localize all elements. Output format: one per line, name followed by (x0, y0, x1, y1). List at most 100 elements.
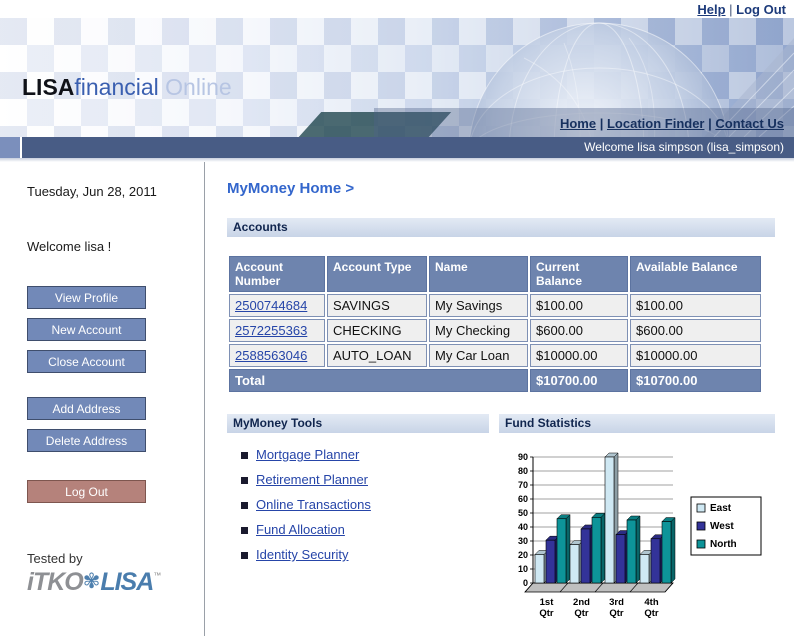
svg-text:West: West (710, 521, 734, 532)
view-profile-button[interactable]: View Profile (27, 286, 146, 309)
current-date: Tuesday, Jun 28, 2011 (27, 184, 157, 199)
main-content: MyMoney Home > Accounts Account Number A… (205, 162, 794, 636)
svg-text:North: North (710, 539, 737, 550)
fund-statistics-section-header: Fund Statistics (499, 414, 775, 433)
nav-location-finder[interactable]: Location Finder (606, 116, 705, 131)
svg-text:40: 40 (518, 522, 528, 532)
divider (0, 158, 794, 162)
banner: LISAfinancial Online Home | Location Fin… (0, 18, 794, 137)
welcome-user-text: Welcome lisa simpson (lisa_simpson) (22, 137, 794, 158)
list-item: Fund Allocation (241, 522, 489, 537)
bullet-icon (241, 452, 248, 459)
separator: | (729, 2, 733, 17)
bullet-icon (241, 477, 248, 484)
available-balance-cell: $100.00 (630, 294, 761, 317)
nav-home[interactable]: Home (559, 116, 597, 131)
logo-lisa: LISA (22, 74, 75, 100)
svg-text:Qtr: Qtr (644, 608, 659, 619)
svg-text:60: 60 (518, 494, 528, 504)
svg-text:Qtr: Qtr (609, 608, 624, 619)
logout-button[interactable]: Log Out (27, 480, 146, 503)
account-number-link[interactable]: 2500744684 (235, 298, 308, 313)
bullet-icon (241, 552, 248, 559)
itko-lisa-logo: iTKO✾LISA™ (27, 568, 204, 597)
col-account-number: Account Number (229, 256, 325, 292)
current-balance-cell: $100.00 (530, 294, 628, 317)
list-item: Retirement Planner (241, 472, 489, 487)
logout-link[interactable]: Log Out (736, 2, 786, 17)
list-item: Mortgage Planner (241, 447, 489, 462)
table-header-row: Account Number Account Type Name Current… (229, 256, 761, 292)
globe-image (469, 22, 794, 137)
total-label-cell: Total (229, 369, 528, 392)
svg-text:80: 80 (518, 466, 528, 476)
welcome-message: Welcome lisa ! (27, 239, 112, 254)
help-link[interactable]: Help (697, 2, 726, 17)
separator: | (708, 116, 712, 131)
svg-text:50: 50 (518, 508, 528, 518)
svg-text:70: 70 (518, 480, 528, 490)
nav-contact-us[interactable]: Contact Us (715, 116, 784, 131)
svg-text:East: East (710, 503, 732, 514)
fund-allocation-link[interactable]: Fund Allocation (256, 522, 345, 537)
table-row: 2572255363 CHECKING My Checking $600.00 … (229, 319, 761, 342)
top-bar: Help | Log Out (0, 0, 794, 18)
tested-by-label: Tested by (27, 551, 83, 566)
app-logo: LISAfinancial Online (22, 74, 232, 101)
trademark-symbol: ™ (153, 571, 162, 580)
available-balance-cell: $10000.00 (630, 344, 761, 367)
close-account-button[interactable]: Close Account (27, 350, 146, 373)
separator: | (599, 116, 604, 131)
welcome-bar: Welcome lisa simpson (lisa_simpson) (0, 137, 794, 158)
mortgage-planner-link[interactable]: Mortgage Planner (256, 447, 360, 462)
list-item: Online Transactions (241, 497, 489, 512)
total-available-balance-cell: $10700.00 (630, 369, 761, 392)
col-name: Name (429, 256, 528, 292)
current-balance-cell: $600.00 (530, 319, 628, 342)
table-row: 2588563046 AUTO_LOAN My Car Loan $10000.… (229, 344, 761, 367)
bullet-icon (241, 527, 248, 534)
list-item: Identity Security (241, 547, 489, 562)
banner-nav-band (374, 108, 794, 137)
account-number-link[interactable]: 2572255363 (235, 323, 308, 338)
tools-list: Mortgage Planner Retirement Planner Onli… (241, 447, 489, 562)
svg-text:1st: 1st (540, 597, 555, 608)
account-name-cell: My Savings (429, 294, 528, 317)
table-row: 2500744684 SAVINGS My Savings $100.00 $1… (229, 294, 761, 317)
accounts-section-header: Accounts (227, 218, 775, 237)
add-address-button[interactable]: Add Address (27, 397, 146, 420)
welcome-bar-corner (0, 137, 20, 158)
svg-text:20: 20 (518, 550, 528, 560)
svg-text:90: 90 (518, 452, 528, 462)
lisa-flower-icon: ✾ (82, 570, 101, 593)
account-number-link[interactable]: 2588563046 (235, 348, 308, 363)
svg-text:0: 0 (523, 578, 528, 588)
available-balance-cell: $600.00 (630, 319, 761, 342)
col-available-balance: Available Balance (630, 256, 761, 292)
retirement-planner-link[interactable]: Retirement Planner (256, 472, 368, 487)
account-type-cell: CHECKING (327, 319, 427, 342)
svg-text:2nd: 2nd (573, 597, 590, 608)
table-total-row: Total $10700.00 $10700.00 (229, 369, 761, 392)
delete-address-button[interactable]: Delete Address (27, 429, 146, 452)
account-type-cell: AUTO_LOAN (327, 344, 427, 367)
total-current-balance-cell: $10700.00 (530, 369, 628, 392)
main-nav: Home | Location Finder | Contact Us (560, 116, 784, 131)
svg-text:4th: 4th (644, 597, 658, 608)
col-current-balance: Current Balance (530, 256, 628, 292)
svg-text:30: 30 (518, 536, 528, 546)
account-name-cell: My Car Loan (429, 344, 528, 367)
fund-statistics-chart: 0 10 20 30 40 50 60 70 80 90 1st Qtr 2nd Qtr 3rd Qtr 4th… (499, 441, 775, 631)
sidebar: Tuesday, Jun 28, 2011 Welcome lisa ! Vie… (0, 162, 205, 636)
svg-text:10: 10 (518, 564, 528, 574)
svg-text:Qtr: Qtr (574, 608, 589, 619)
account-name-cell: My Checking (429, 319, 528, 342)
logo-financial: financial (74, 74, 159, 100)
itko-text: iTKO (27, 568, 84, 596)
lisa-text: LISA (100, 568, 154, 596)
identity-security-link[interactable]: Identity Security (256, 547, 349, 562)
online-transactions-link[interactable]: Online Transactions (256, 497, 371, 512)
breadcrumb[interactable]: MyMoney Home > (227, 180, 355, 197)
new-account-button[interactable]: New Account (27, 318, 146, 341)
svg-text:Qtr: Qtr (539, 608, 554, 619)
